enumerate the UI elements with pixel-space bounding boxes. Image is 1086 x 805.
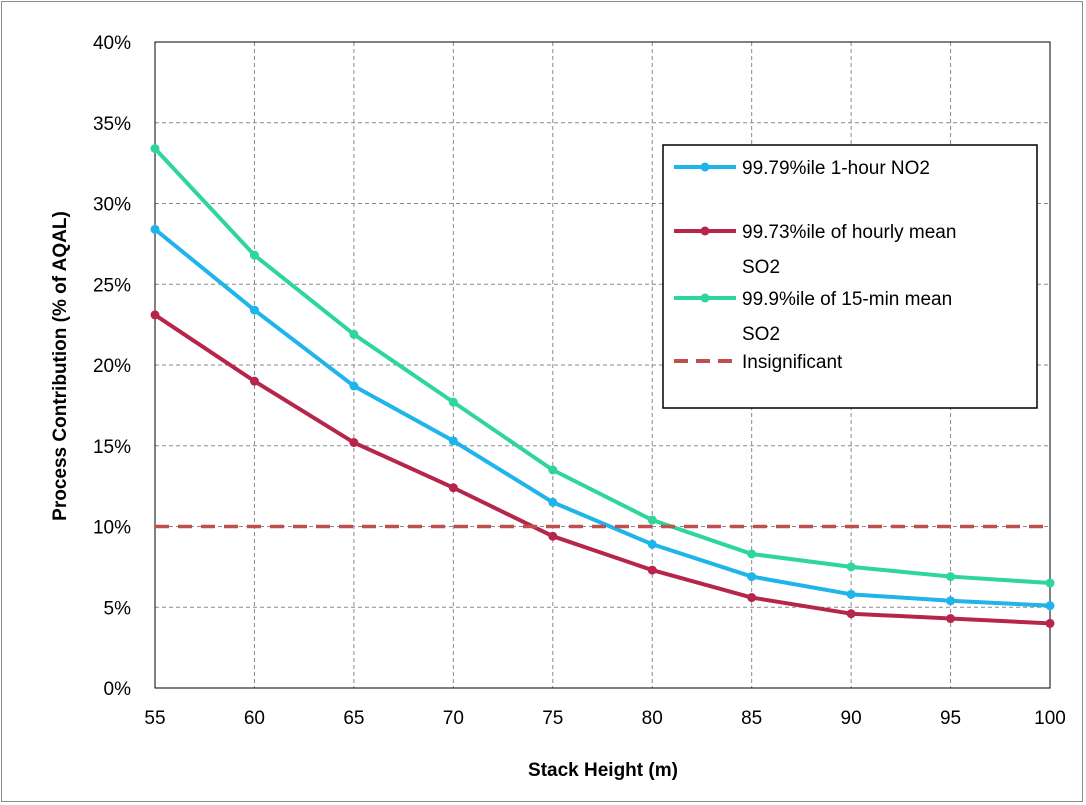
data-point [150, 310, 160, 320]
data-point [846, 609, 856, 619]
x-tick-label: 60 [244, 708, 265, 729]
x-tick-label: 95 [940, 708, 961, 729]
tick-labels: 55 60 65 70 75 80 85 90 95 100 0% 5% 10% 15% 20% 25% 30%… [93, 33, 1066, 729]
data-point [548, 497, 558, 507]
series-line [153, 227, 1051, 608]
series-line [153, 147, 1051, 586]
x-tick-label: 90 [841, 708, 862, 729]
x-tick-label: 75 [542, 708, 563, 729]
series-line [153, 313, 1051, 626]
data-point [647, 539, 657, 549]
y-tick-label: 25% [93, 275, 131, 296]
data-point [846, 562, 856, 572]
legend-item: 99.79%ile 1-hour NO2 [674, 158, 930, 179]
data-point [349, 381, 359, 391]
y-tick-label: 15% [93, 437, 131, 458]
x-tick-label: 65 [343, 708, 364, 729]
legend-label: SO2 [742, 257, 780, 278]
data-point [548, 531, 558, 541]
series-lines [150, 144, 1055, 628]
data-point [249, 305, 259, 315]
legend-item: Insignificant [674, 352, 843, 373]
y-tick-label: 10% [93, 518, 131, 539]
legend-label: 99.79%ile 1-hour NO2 [742, 158, 930, 179]
y-tick-label: 0% [104, 679, 132, 700]
data-point [249, 250, 259, 260]
data-point [150, 224, 160, 234]
legend-marker [700, 226, 710, 236]
data-point [1045, 618, 1055, 628]
data-point [1045, 578, 1055, 588]
data-point [747, 549, 757, 559]
data-point [249, 376, 259, 386]
legend-label: 99.9%ile of 15-min mean [742, 289, 952, 310]
x-tick-label: 80 [642, 708, 663, 729]
data-point [846, 589, 856, 599]
x-tick-label: 70 [443, 708, 464, 729]
series-0 [150, 224, 1055, 611]
data-point [448, 483, 458, 493]
data-point [946, 596, 956, 606]
y-tick-label: 35% [93, 114, 131, 135]
data-point [150, 144, 160, 154]
legend-item: 99.73%ile of hourly mean SO2 [674, 222, 956, 278]
x-axis-title: Stack Height (m) [528, 760, 678, 781]
data-point [1045, 601, 1055, 611]
data-point [747, 572, 757, 582]
data-point [647, 565, 657, 575]
data-point [946, 572, 956, 582]
data-point [548, 465, 558, 475]
legend-marker [700, 293, 710, 303]
legend-label: SO2 [742, 324, 780, 345]
data-point [747, 593, 757, 603]
legend-item: 99.9%ile of 15-min mean SO2 [674, 289, 952, 345]
x-tick-label: 100 [1034, 708, 1066, 729]
x-tick-label: 85 [741, 708, 762, 729]
y-axis-title: Process Contribution (% of AQAL) [50, 211, 71, 521]
data-point [946, 614, 956, 624]
y-tick-label: 5% [104, 598, 132, 619]
y-tick-label: 40% [93, 33, 131, 54]
plot-area-border [154, 41, 1051, 689]
y-tick-label: 30% [93, 195, 131, 216]
data-point [448, 397, 458, 407]
legend-label: 99.73%ile of hourly mean [742, 222, 956, 243]
series-1 [150, 310, 1055, 628]
legend: 99.79%ile 1-hour NO2 99.73%ile of hourly … [662, 144, 1038, 409]
x-tick-label: 55 [144, 708, 165, 729]
data-point [349, 329, 359, 339]
series-2 [150, 144, 1055, 588]
legend-marker [700, 162, 710, 172]
data-point [349, 438, 359, 448]
data-point [448, 436, 458, 446]
legend-box [662, 144, 1038, 409]
legend-label: Insignificant [742, 352, 843, 373]
data-point [647, 515, 657, 525]
y-tick-label: 20% [93, 356, 131, 377]
